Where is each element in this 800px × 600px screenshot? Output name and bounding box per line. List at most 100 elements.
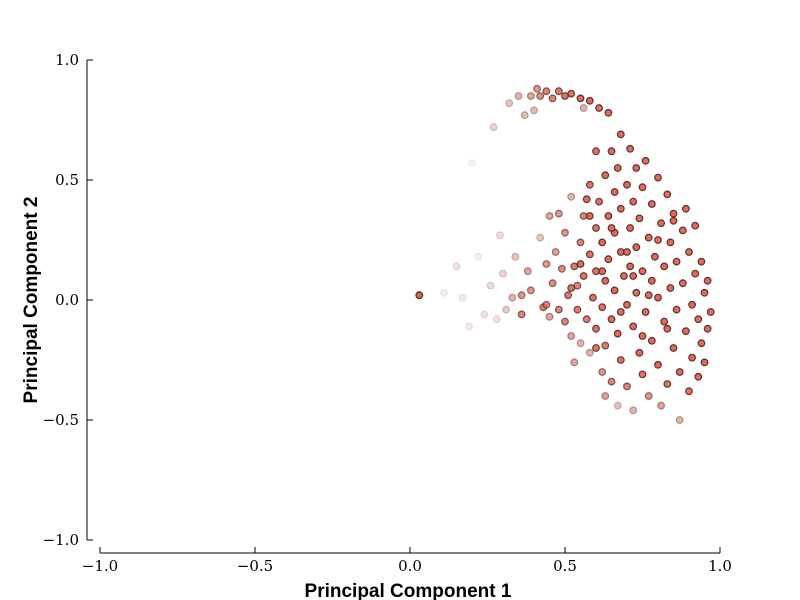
scatter-point [610,286,619,295]
scatter-point [452,262,461,271]
scatter-point [613,164,622,172]
scatter-point [499,269,507,278]
scatter-point [514,92,523,100]
scatter-point [666,238,675,247]
scatter-point [675,368,684,376]
scatter-point [536,233,545,242]
scatter-point [678,226,687,235]
scatter-point [678,279,687,288]
scatter-point [647,200,656,208]
scatter-point [505,99,514,108]
scatter-point [576,260,585,268]
scatter-point [527,286,535,295]
scatter-point [598,303,607,312]
scatter-point [582,195,591,204]
scatter-point [492,315,501,324]
y-tick-label: 1.0 [55,51,79,69]
x-tick-label: 0.0 [398,557,422,575]
scatter-point [669,344,678,352]
scatter-point [638,332,647,340]
scatter-point [595,197,603,206]
scatter-point [663,190,672,199]
scatter-point [647,276,656,285]
x-tick-label: −1.0 [82,557,118,575]
x-axis-title: Principal Component 1 [305,581,512,600]
scatter-point [629,406,638,415]
scatter-point [567,332,576,340]
scatter-point [672,257,681,266]
scatter-point [474,252,483,261]
scatter-point [660,317,669,326]
scatter-point [511,252,520,261]
scatter-point [523,267,532,276]
scatter-point [632,243,641,252]
scatter-point [641,308,650,316]
scatter-point [458,293,467,302]
scatter-point [592,344,600,352]
scatter-point [644,233,653,242]
scatter-point [688,300,696,309]
scatter-point [685,387,693,396]
scatter-point [703,324,712,333]
scatter-point [585,212,594,220]
scatter-point [576,94,585,103]
scatter-point [703,276,712,285]
scatter-point [533,84,541,93]
scatter-point [502,305,511,314]
scatter-point [654,360,662,369]
scatter-point [660,262,669,271]
scatter-point [629,272,638,280]
scatter-point [517,310,526,319]
scatter-point [635,214,644,223]
scatter-point [486,281,495,290]
scatter-point [542,87,551,96]
scatter-point [638,267,647,276]
scatter-point [545,312,554,321]
scatter-point [517,291,526,300]
scatter-point [613,401,622,410]
scatter-point [700,358,709,367]
scatter-point [554,305,563,314]
scatter-point [508,293,517,302]
scatter-point [607,377,616,386]
scatter-point [496,231,504,240]
scatter-point [694,372,703,381]
scatter-point [635,348,644,357]
scatter-point [626,224,634,232]
scatter-point [675,416,684,424]
scatter-point [598,267,607,276]
scatter-point [626,262,634,271]
scatter-point [654,293,662,302]
scatter-point [632,288,641,297]
scatter-point [657,401,665,410]
scatter-point [641,156,650,165]
scatter-point [489,123,498,132]
axis-ticks: −1.0 −0.5 0.0 0.5 1.0 −1.0 −0.5 0.0 0.5 1.0 [43,51,732,575]
scatter-point [638,370,647,379]
x-tick-label: 0.5 [553,557,577,575]
scatter-point [629,322,638,331]
scatter-point [632,164,641,172]
y-axis-title: Principal Component 2 [21,197,42,404]
scatter-point [579,272,588,280]
scatter-point [592,224,600,232]
scatter-point [530,106,538,115]
scatter-point [576,339,585,348]
y-tick-label: 0.0 [55,291,79,309]
scatter-point [415,291,424,300]
scatter-point [657,219,665,228]
scatter-point [616,130,625,139]
scatter-point [607,224,616,232]
scatter-point [607,315,616,324]
scatter-point [613,329,622,338]
scatter-point [567,284,576,292]
scatter-point [651,252,659,261]
scatter-point [585,180,594,189]
scatter-point [601,392,610,400]
scatter-point [598,238,607,247]
x-tick-label: −0.5 [237,557,273,575]
scatter-point [554,209,563,218]
scatter-point [620,272,628,280]
scatter-point [601,276,610,285]
scatter-point [468,159,476,168]
